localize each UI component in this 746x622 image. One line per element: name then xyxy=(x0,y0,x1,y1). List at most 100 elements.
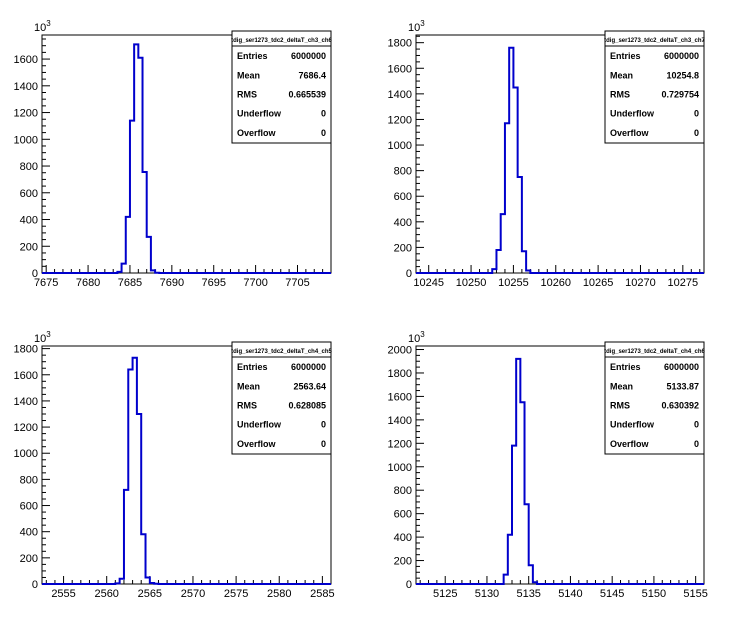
stat-value: 0 xyxy=(321,420,326,430)
panel-br: 0200400600800100012001400160018002000103… xyxy=(388,330,708,600)
exponent-power: 3 xyxy=(46,19,51,28)
y-tick-label: 0 xyxy=(406,268,412,280)
y-tick-label: 1800 xyxy=(388,38,412,50)
exponent-power: 3 xyxy=(420,19,425,28)
x-tick-label: 7705 xyxy=(285,277,309,289)
y-tick-label: 600 xyxy=(394,509,412,521)
y-tick-label: 200 xyxy=(394,556,412,568)
y-tick-label: 600 xyxy=(20,501,38,513)
histogram-title: tdig_ser1273_tdc2_deltaT_ch3_ch6 xyxy=(231,38,332,44)
stat-label: RMS xyxy=(237,90,257,100)
y-tick-label: 1800 xyxy=(388,368,412,380)
x-tick-label: 2565 xyxy=(138,588,162,600)
exponent-base: 10 xyxy=(34,333,46,345)
x-tick-label: 7675 xyxy=(34,277,58,289)
y-tick-label: 1800 xyxy=(14,344,38,356)
stat-value: 0 xyxy=(321,109,326,119)
y-tick-label: 1000 xyxy=(14,134,38,146)
stats-box-frame xyxy=(231,30,332,144)
histogram-line xyxy=(42,356,331,585)
stat-value: 2563.64 xyxy=(293,381,326,391)
stat-value: 0 xyxy=(321,128,326,138)
stats-box-frame xyxy=(604,30,705,144)
stat-value: 0.628085 xyxy=(288,401,326,411)
stat-label: Overflow xyxy=(610,128,650,138)
stat-label: Underflow xyxy=(237,420,282,430)
stat-label: RMS xyxy=(610,90,630,100)
exponent-label: 103 xyxy=(34,330,51,345)
x-tick-label: 5145 xyxy=(600,588,624,600)
x-tick-label: 5130 xyxy=(475,588,499,600)
stats-box: tdig_ser1273_tdc2_deltaT_ch3_ch6 Entries 6… xyxy=(231,30,333,144)
histogram-line xyxy=(42,43,331,274)
y-tick-label: 1400 xyxy=(14,396,38,408)
stat-value: 7686.4 xyxy=(298,70,326,80)
stat-label: Entries xyxy=(610,362,641,372)
y-tick-label: 0 xyxy=(406,579,412,591)
exponent-label: 103 xyxy=(408,330,425,345)
histogram-line xyxy=(416,357,704,585)
stat-label: RMS xyxy=(237,401,257,411)
stat-value: 0 xyxy=(694,420,699,430)
x-tick-label: 10260 xyxy=(540,277,571,289)
x-tick-label: 5140 xyxy=(558,588,582,600)
stat-value: 10254.8 xyxy=(666,70,699,80)
y-tick-label: 600 xyxy=(20,188,38,200)
y-tick-label: 200 xyxy=(394,242,412,254)
stat-value: 0.630392 xyxy=(661,401,699,411)
stats-box: tdig_ser1273_tdc2_deltaT_ch3_ch7 Entries 6… xyxy=(604,30,706,144)
stat-label: RMS xyxy=(610,401,630,411)
stats-box-frame xyxy=(604,341,705,455)
stat-label: Underflow xyxy=(610,109,655,119)
stat-value: 6000000 xyxy=(664,51,699,61)
stat-value: 0 xyxy=(321,439,326,449)
y-tick-label: 400 xyxy=(394,217,412,229)
stat-value: 0 xyxy=(694,109,699,119)
stat-label: Overflow xyxy=(237,128,277,138)
stat-label: Underflow xyxy=(610,420,655,430)
x-tick-label: 2575 xyxy=(224,588,248,600)
stat-label: Overflow xyxy=(610,439,650,449)
histogram-title: tdig_ser1273_tdc2_deltaT_ch4_ch6 xyxy=(604,349,705,355)
x-tick-label: 7680 xyxy=(76,277,100,289)
y-tick-label: 800 xyxy=(20,161,38,173)
y-tick-label: 1000 xyxy=(388,462,412,474)
stat-value: 0 xyxy=(694,439,699,449)
stat-label: Entries xyxy=(610,51,641,61)
y-tick-label: 1000 xyxy=(14,448,38,460)
stat-label: Entries xyxy=(237,362,268,372)
y-tick-label: 400 xyxy=(20,215,38,227)
x-tick-label: 7685 xyxy=(118,277,142,289)
stat-value: 0.665539 xyxy=(288,90,326,100)
stat-label: Mean xyxy=(237,381,260,391)
histogram-title: tdig_ser1273_tdc2_deltaT_ch4_ch5 xyxy=(231,349,332,355)
x-tick-label: 7700 xyxy=(243,277,267,289)
x-tick-label: 7695 xyxy=(201,277,225,289)
y-tick-label: 400 xyxy=(20,527,38,539)
y-tick-label: 1600 xyxy=(388,391,412,403)
x-tick-label: 10255 xyxy=(498,277,529,289)
stat-value: 0 xyxy=(694,128,699,138)
x-tick-label: 2580 xyxy=(267,588,291,600)
x-tick-label: 2570 xyxy=(181,588,205,600)
x-tick-label: 2560 xyxy=(94,588,118,600)
y-tick-label: 1400 xyxy=(14,81,38,93)
x-tick-label: 10245 xyxy=(413,277,444,289)
y-tick-label: 400 xyxy=(394,532,412,544)
y-tick-label: 1600 xyxy=(14,370,38,382)
histogram-line xyxy=(416,46,704,274)
y-tick-label: 0 xyxy=(32,268,38,280)
y-tick-label: 200 xyxy=(20,241,38,253)
exponent-base: 10 xyxy=(34,22,46,34)
y-tick-label: 200 xyxy=(20,553,38,565)
y-tick-label: 1400 xyxy=(388,89,412,101)
x-tick-label: 10275 xyxy=(668,277,699,289)
y-tick-label: 800 xyxy=(394,166,412,178)
exponent-base: 10 xyxy=(408,22,420,34)
y-tick-label: 800 xyxy=(20,474,38,486)
y-tick-label: 1200 xyxy=(388,114,412,126)
stat-label: Overflow xyxy=(237,439,277,449)
x-tick-label: 5135 xyxy=(516,588,540,600)
stat-value: 5133.87 xyxy=(666,381,699,391)
